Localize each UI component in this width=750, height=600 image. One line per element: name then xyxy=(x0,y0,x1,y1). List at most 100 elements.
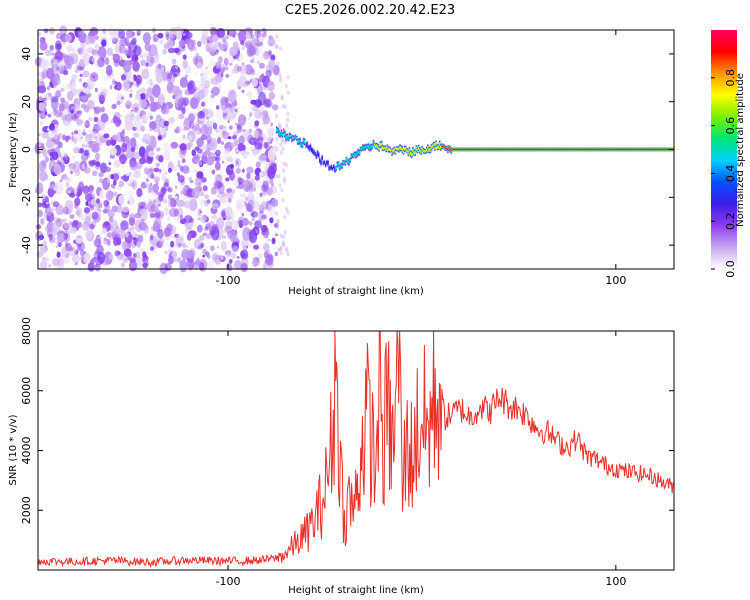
noise-cell xyxy=(51,52,55,56)
noise-cell xyxy=(177,234,185,245)
noise-cell xyxy=(155,65,165,73)
noise-cell xyxy=(104,221,110,226)
noise-cell xyxy=(55,90,62,98)
colorbar-gradient xyxy=(711,30,737,269)
ridge-cell xyxy=(502,148,505,151)
noise-cell xyxy=(150,246,155,251)
noise-cell xyxy=(202,232,207,236)
noise-cell xyxy=(35,224,42,230)
noise-cell xyxy=(200,83,204,87)
noise-cell xyxy=(235,149,239,152)
ridge-cell xyxy=(352,154,355,158)
ridge-cell xyxy=(621,148,624,151)
noise-cell xyxy=(39,41,48,51)
ridge-cell xyxy=(440,145,442,149)
noise-cell xyxy=(50,75,55,83)
ridge-cell xyxy=(287,137,290,141)
noise-cell xyxy=(93,116,99,123)
noise-cell xyxy=(211,214,217,220)
noise-cell xyxy=(41,113,47,119)
ridge-cell xyxy=(640,148,642,151)
noise-cell xyxy=(89,185,94,191)
noise-cell xyxy=(55,204,64,216)
ridge-cell xyxy=(551,148,554,151)
noise-cell xyxy=(179,77,188,88)
ridge-cell xyxy=(641,148,643,151)
ridge-cell xyxy=(308,145,311,151)
noise-cell xyxy=(42,256,46,261)
noise-cell xyxy=(167,161,174,171)
noise-cell xyxy=(122,60,132,73)
noise-cell xyxy=(251,78,258,87)
noise-cell xyxy=(116,100,121,106)
noise-cell xyxy=(73,160,81,173)
noise-cell xyxy=(122,206,130,213)
noise-cell xyxy=(82,131,87,136)
ridge-cell xyxy=(356,152,358,156)
ridge-cell xyxy=(357,150,359,155)
noise-cell xyxy=(286,210,290,215)
noise-cell xyxy=(106,47,113,56)
noise-cell xyxy=(145,62,149,67)
noise-cell xyxy=(94,160,101,170)
noise-cell xyxy=(147,105,151,111)
noise-cell xyxy=(152,33,159,43)
noise-cell xyxy=(167,215,171,221)
noise-cell xyxy=(67,103,75,116)
noise-cell xyxy=(283,215,287,220)
ridge-cell xyxy=(466,148,469,151)
noise-cell xyxy=(177,164,181,168)
ridge-cell xyxy=(582,148,584,151)
noise-cell xyxy=(81,47,88,59)
noise-cell xyxy=(83,83,91,94)
ridge-cell xyxy=(328,166,330,171)
noise-cell xyxy=(192,56,199,65)
noise-cell xyxy=(155,162,161,167)
noise-cell xyxy=(162,142,170,151)
noise-cell xyxy=(58,103,65,112)
noise-cell xyxy=(75,262,78,266)
ridge-cell xyxy=(433,143,435,146)
noise-cell xyxy=(64,33,72,43)
ridge-cell xyxy=(563,148,565,151)
noise-cell xyxy=(65,135,69,143)
noise-cell xyxy=(164,250,168,255)
ridge-cell xyxy=(564,148,567,151)
noise-cell xyxy=(127,200,130,205)
ridge-cell xyxy=(456,148,458,151)
noise-cell xyxy=(217,136,222,144)
spectrogram-heatmap xyxy=(34,25,675,275)
noise-cell xyxy=(220,73,224,77)
ridge-cell xyxy=(521,148,524,151)
ridge-cell xyxy=(380,142,383,146)
noise-cell xyxy=(142,262,148,269)
ridge-cell xyxy=(530,148,533,151)
noise-cell xyxy=(186,233,192,241)
noise-cell xyxy=(252,150,258,158)
noise-cell xyxy=(261,189,267,196)
noise-cell xyxy=(170,197,177,208)
noise-cell xyxy=(67,190,71,194)
noise-cell xyxy=(182,59,188,69)
noise-cell xyxy=(114,227,119,233)
noise-cell xyxy=(246,172,251,180)
ridge-cell xyxy=(387,147,390,151)
ridge-cell xyxy=(493,148,496,151)
noise-cell xyxy=(50,95,59,103)
noise-cell xyxy=(94,43,99,49)
noise-cell xyxy=(182,54,187,60)
noise-cell xyxy=(162,48,167,55)
noise-cell xyxy=(147,112,152,117)
noise-cell xyxy=(222,130,227,135)
noise-cell xyxy=(135,89,141,97)
noise-cell xyxy=(84,192,94,202)
ridge-cell xyxy=(448,147,450,150)
ridge-cell xyxy=(431,144,434,148)
ridge-cell xyxy=(300,143,302,147)
noise-cell xyxy=(44,49,53,57)
noise-cell xyxy=(111,205,119,213)
noise-cell xyxy=(185,167,189,171)
ridge-cell xyxy=(555,148,557,151)
noise-cell xyxy=(62,206,69,215)
noise-cell xyxy=(215,109,224,122)
